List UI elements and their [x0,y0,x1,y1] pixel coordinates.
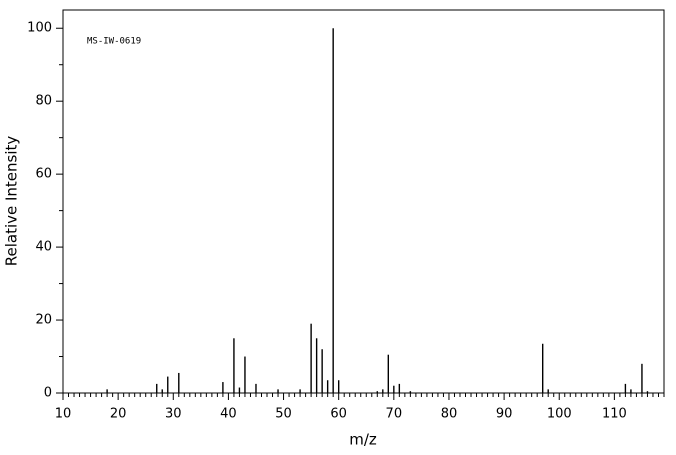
y-tick-label: 100 [27,21,52,36]
x-tick-label: 10 [55,407,72,422]
x-tick-label: 40 [220,407,237,422]
x-tick-label: 50 [275,407,292,422]
y-tick-label: 20 [35,313,52,328]
y-tick-label: 80 [35,94,52,109]
x-tick-label: 30 [165,407,182,422]
y-axis-label: Relative Intensity [3,136,21,267]
annotation: MS-IW-0619 [87,37,141,47]
x-tick-label: 20 [110,407,127,422]
x-axis-label: m/z [349,431,377,449]
x-tick-label: 60 [330,407,347,422]
x-tick-label: 80 [441,407,458,422]
y-tick-label: 40 [35,240,52,255]
x-tick-label: 90 [496,407,513,422]
x-tick-label: 100 [547,407,572,422]
x-tick-label: 110 [602,407,627,422]
x-tick-label: 70 [386,407,403,422]
y-tick-label: 60 [35,167,52,182]
y-tick-label: 0 [44,386,52,401]
plot-frame [62,9,665,394]
